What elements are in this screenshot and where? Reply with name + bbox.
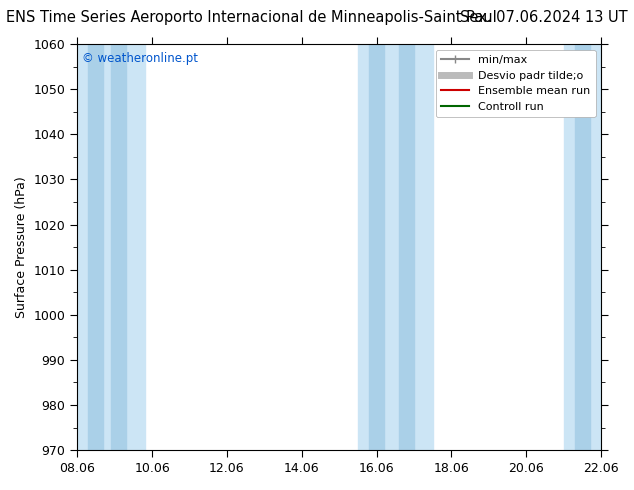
Bar — [89, 44, 103, 450]
Bar — [77, 44, 145, 450]
Legend: min/max, Desvio padr tilde;o, Ensemble mean run, Controll run: min/max, Desvio padr tilde;o, Ensemble m… — [436, 49, 595, 117]
Bar — [575, 44, 590, 450]
Bar — [399, 44, 414, 450]
Bar — [111, 44, 126, 450]
Text: Sex. 07.06.2024 13 UT: Sex. 07.06.2024 13 UT — [460, 10, 628, 25]
Y-axis label: Surface Pressure (hPa): Surface Pressure (hPa) — [15, 176, 28, 318]
Bar — [369, 44, 384, 450]
Bar — [564, 44, 601, 450]
Text: ENS Time Series Aeroporto Internacional de Minneapolis-Saint Paul: ENS Time Series Aeroporto Internacional … — [6, 10, 497, 25]
Bar — [358, 44, 433, 450]
Text: © weatheronline.pt: © weatheronline.pt — [82, 52, 198, 65]
